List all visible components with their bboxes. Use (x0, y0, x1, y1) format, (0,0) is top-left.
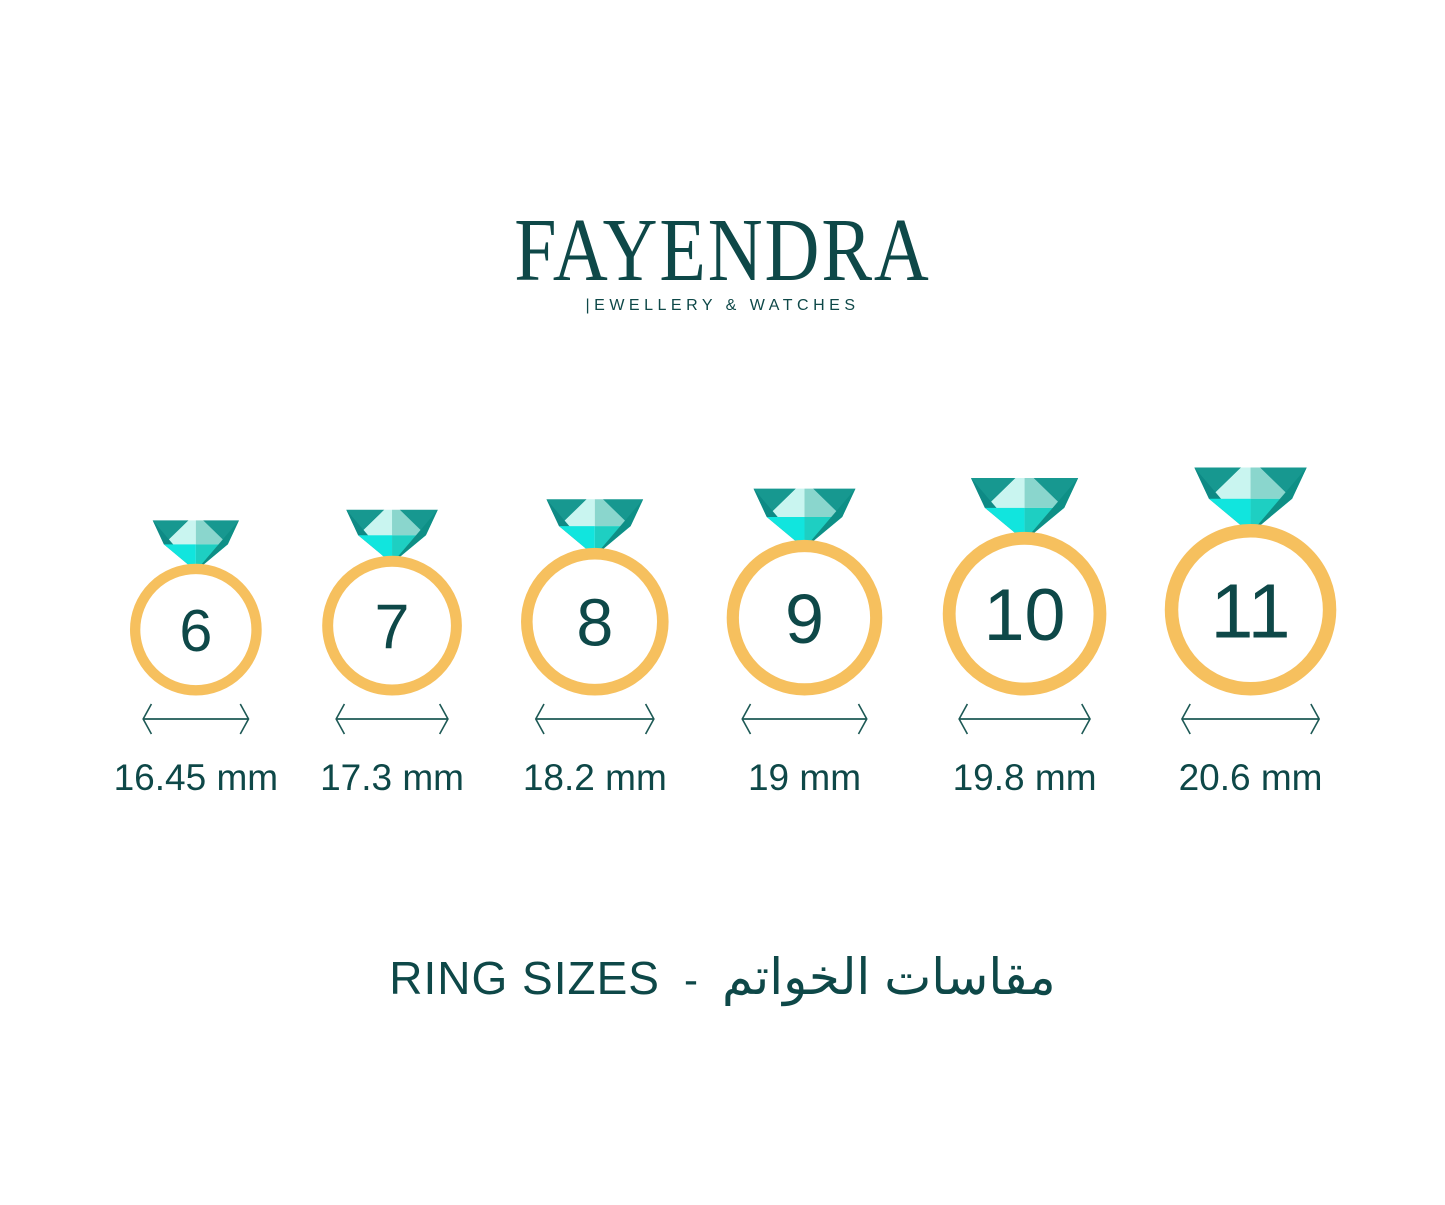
svg-text:19 mm: 19 mm (748, 757, 861, 798)
svg-text:11: 11 (1210, 569, 1290, 655)
svg-text:20.6 mm: 20.6 mm (1179, 757, 1323, 798)
svg-text:6: 6 (179, 597, 212, 664)
svg-text:17.3 mm: 17.3 mm (320, 757, 464, 798)
svg-text:7: 7 (375, 592, 410, 662)
svg-text:18.2 mm: 18.2 mm (523, 757, 667, 798)
svg-text:9: 9 (785, 580, 824, 658)
svg-text:8: 8 (576, 587, 613, 661)
svg-text:19.8 mm: 19.8 mm (953, 757, 1097, 798)
svg-text:16.45 mm: 16.45 mm (114, 757, 279, 798)
svg-text:10: 10 (984, 573, 1066, 656)
